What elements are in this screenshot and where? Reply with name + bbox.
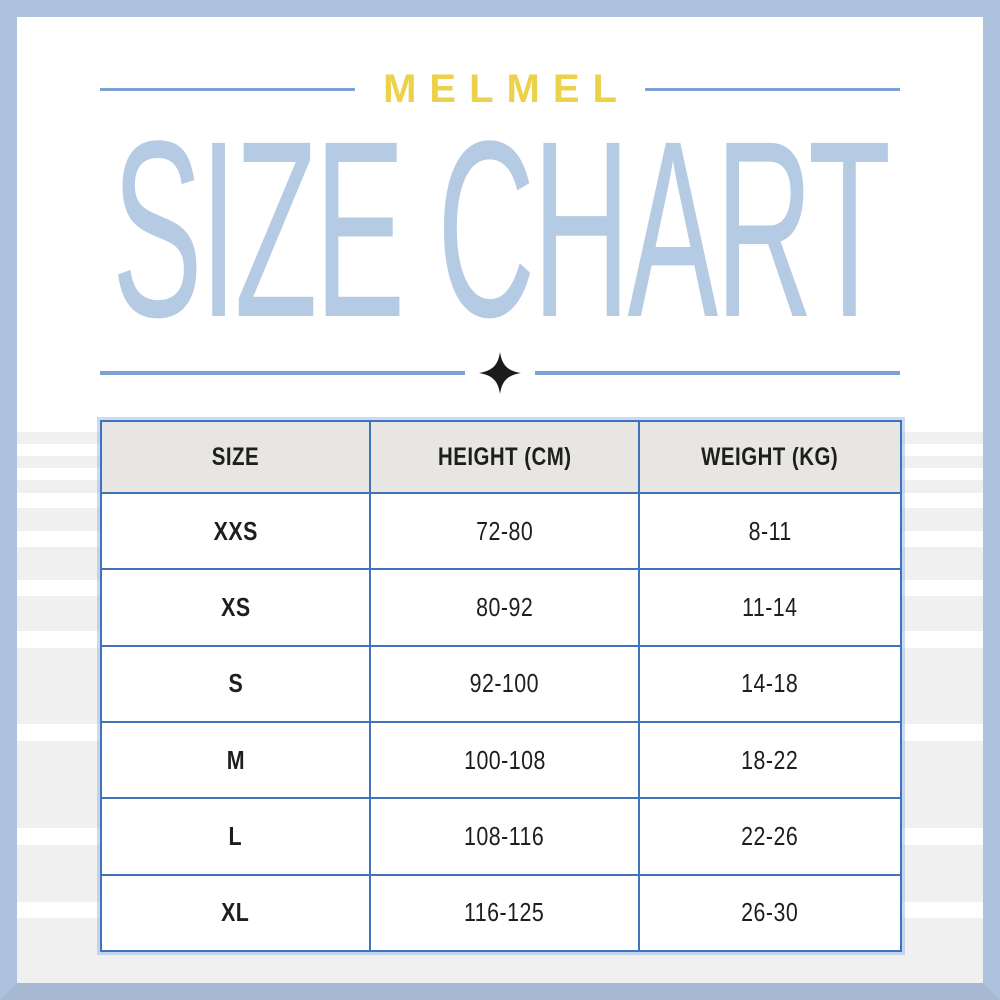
- size-cell: L: [100, 797, 371, 876]
- weight-cell: 11-14: [638, 568, 902, 647]
- header-cell-weight: WEIGHT (KG): [638, 420, 902, 494]
- header-label-height: HEIGHT (CM): [437, 442, 572, 471]
- header-cell-height: HEIGHT (CM): [369, 420, 640, 494]
- page-title-wrap: SIZE CHART: [0, 88, 1000, 369]
- weight-cell: 22-26: [638, 797, 902, 876]
- divider-rule-left: [100, 371, 465, 375]
- size-cell: XL: [100, 873, 371, 953]
- section-divider: [100, 351, 900, 395]
- header-label-weight: WEIGHT (KG): [701, 442, 839, 471]
- size-cell: XXS: [100, 491, 371, 571]
- sparkle-icon: [479, 352, 521, 394]
- brand-name: MELMEL: [383, 66, 630, 111]
- height-cell: 116-125: [369, 873, 640, 953]
- height-cell: 108-116: [369, 797, 640, 876]
- table-row: M 100-108 18-22: [100, 720, 902, 800]
- brand-header: MELMEL: [100, 66, 900, 111]
- table-row: L 108-116 22-26: [100, 797, 902, 876]
- height-cell: 80-92: [369, 568, 640, 647]
- weight-cell: 14-18: [638, 644, 902, 723]
- weight-cell: 8-11: [638, 491, 902, 571]
- height-cell: 72-80: [369, 491, 640, 571]
- table-row: XL 116-125 26-30: [100, 873, 902, 953]
- size-chart-table: SIZE HEIGHT (CM) WEIGHT (KG) XXS 72-80 8…: [100, 420, 902, 953]
- size-cell: M: [100, 720, 371, 800]
- size-cell: XS: [100, 568, 371, 647]
- divider-rule-right: [535, 371, 900, 375]
- table-row: S 92-100 14-18: [100, 644, 902, 723]
- brand-rule-left: [100, 87, 355, 91]
- brand-rule-right: [645, 87, 900, 91]
- page-title: SIZE CHART: [111, 88, 891, 370]
- weight-cell: 26-30: [638, 873, 902, 953]
- table-header-row: SIZE HEIGHT (CM) WEIGHT (KG): [100, 420, 902, 494]
- header-label-size: SIZE: [211, 442, 260, 471]
- table-row: XS 80-92 11-14: [100, 568, 902, 647]
- weight-cell: 18-22: [638, 720, 902, 800]
- height-cell: 92-100: [369, 644, 640, 723]
- height-cell: 100-108: [369, 720, 640, 800]
- size-cell: S: [100, 644, 371, 723]
- table-row: XXS 72-80 8-11: [100, 491, 902, 571]
- header-cell-size: SIZE: [100, 420, 371, 494]
